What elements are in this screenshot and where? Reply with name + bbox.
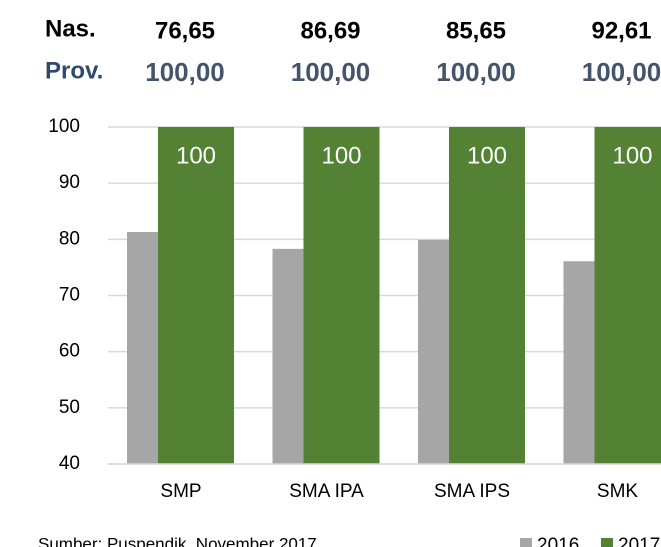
- legend-label: 2016: [537, 535, 579, 547]
- y-tick-label: 50: [59, 397, 80, 418]
- y-tick-label: 70: [59, 285, 80, 306]
- row-label: Nas.: [45, 15, 96, 42]
- value-label: 100: [321, 142, 361, 169]
- legend-swatch: [601, 538, 613, 547]
- legend-swatch: [520, 538, 532, 547]
- bar: [594, 127, 661, 464]
- row-value: 100,00: [291, 57, 371, 87]
- bar: [449, 127, 525, 464]
- x-tick-label: SMP: [160, 481, 201, 502]
- bar: [303, 127, 380, 464]
- row-value: 86,69: [300, 17, 360, 44]
- value-label: 100: [467, 142, 507, 169]
- row-value: 100,00: [582, 57, 661, 87]
- row-value: 100,00: [145, 57, 225, 87]
- x-tick-label: SMA IPA: [289, 481, 364, 502]
- bar: [158, 127, 234, 464]
- y-tick-label: 100: [48, 116, 80, 137]
- row-value: 76,65: [155, 17, 215, 44]
- y-tick-label: 80: [59, 228, 80, 249]
- x-tick-label: SMK: [597, 481, 639, 502]
- y-tick-label: 60: [59, 341, 80, 362]
- x-tick-label: SMA IPS: [434, 481, 510, 502]
- value-label: 100: [176, 142, 216, 169]
- value-label: 100: [612, 142, 652, 169]
- legend-label: 2017: [618, 535, 660, 547]
- y-tick-label: 90: [59, 172, 80, 193]
- y-tick-label: 40: [59, 453, 80, 474]
- row-value: 85,65: [446, 17, 506, 44]
- row-label: Prov.: [45, 57, 103, 84]
- row-value: 92,61: [591, 17, 651, 44]
- source: Sumber: Puspendik, November 2017: [38, 534, 317, 547]
- row-value: 100,00: [436, 57, 516, 87]
